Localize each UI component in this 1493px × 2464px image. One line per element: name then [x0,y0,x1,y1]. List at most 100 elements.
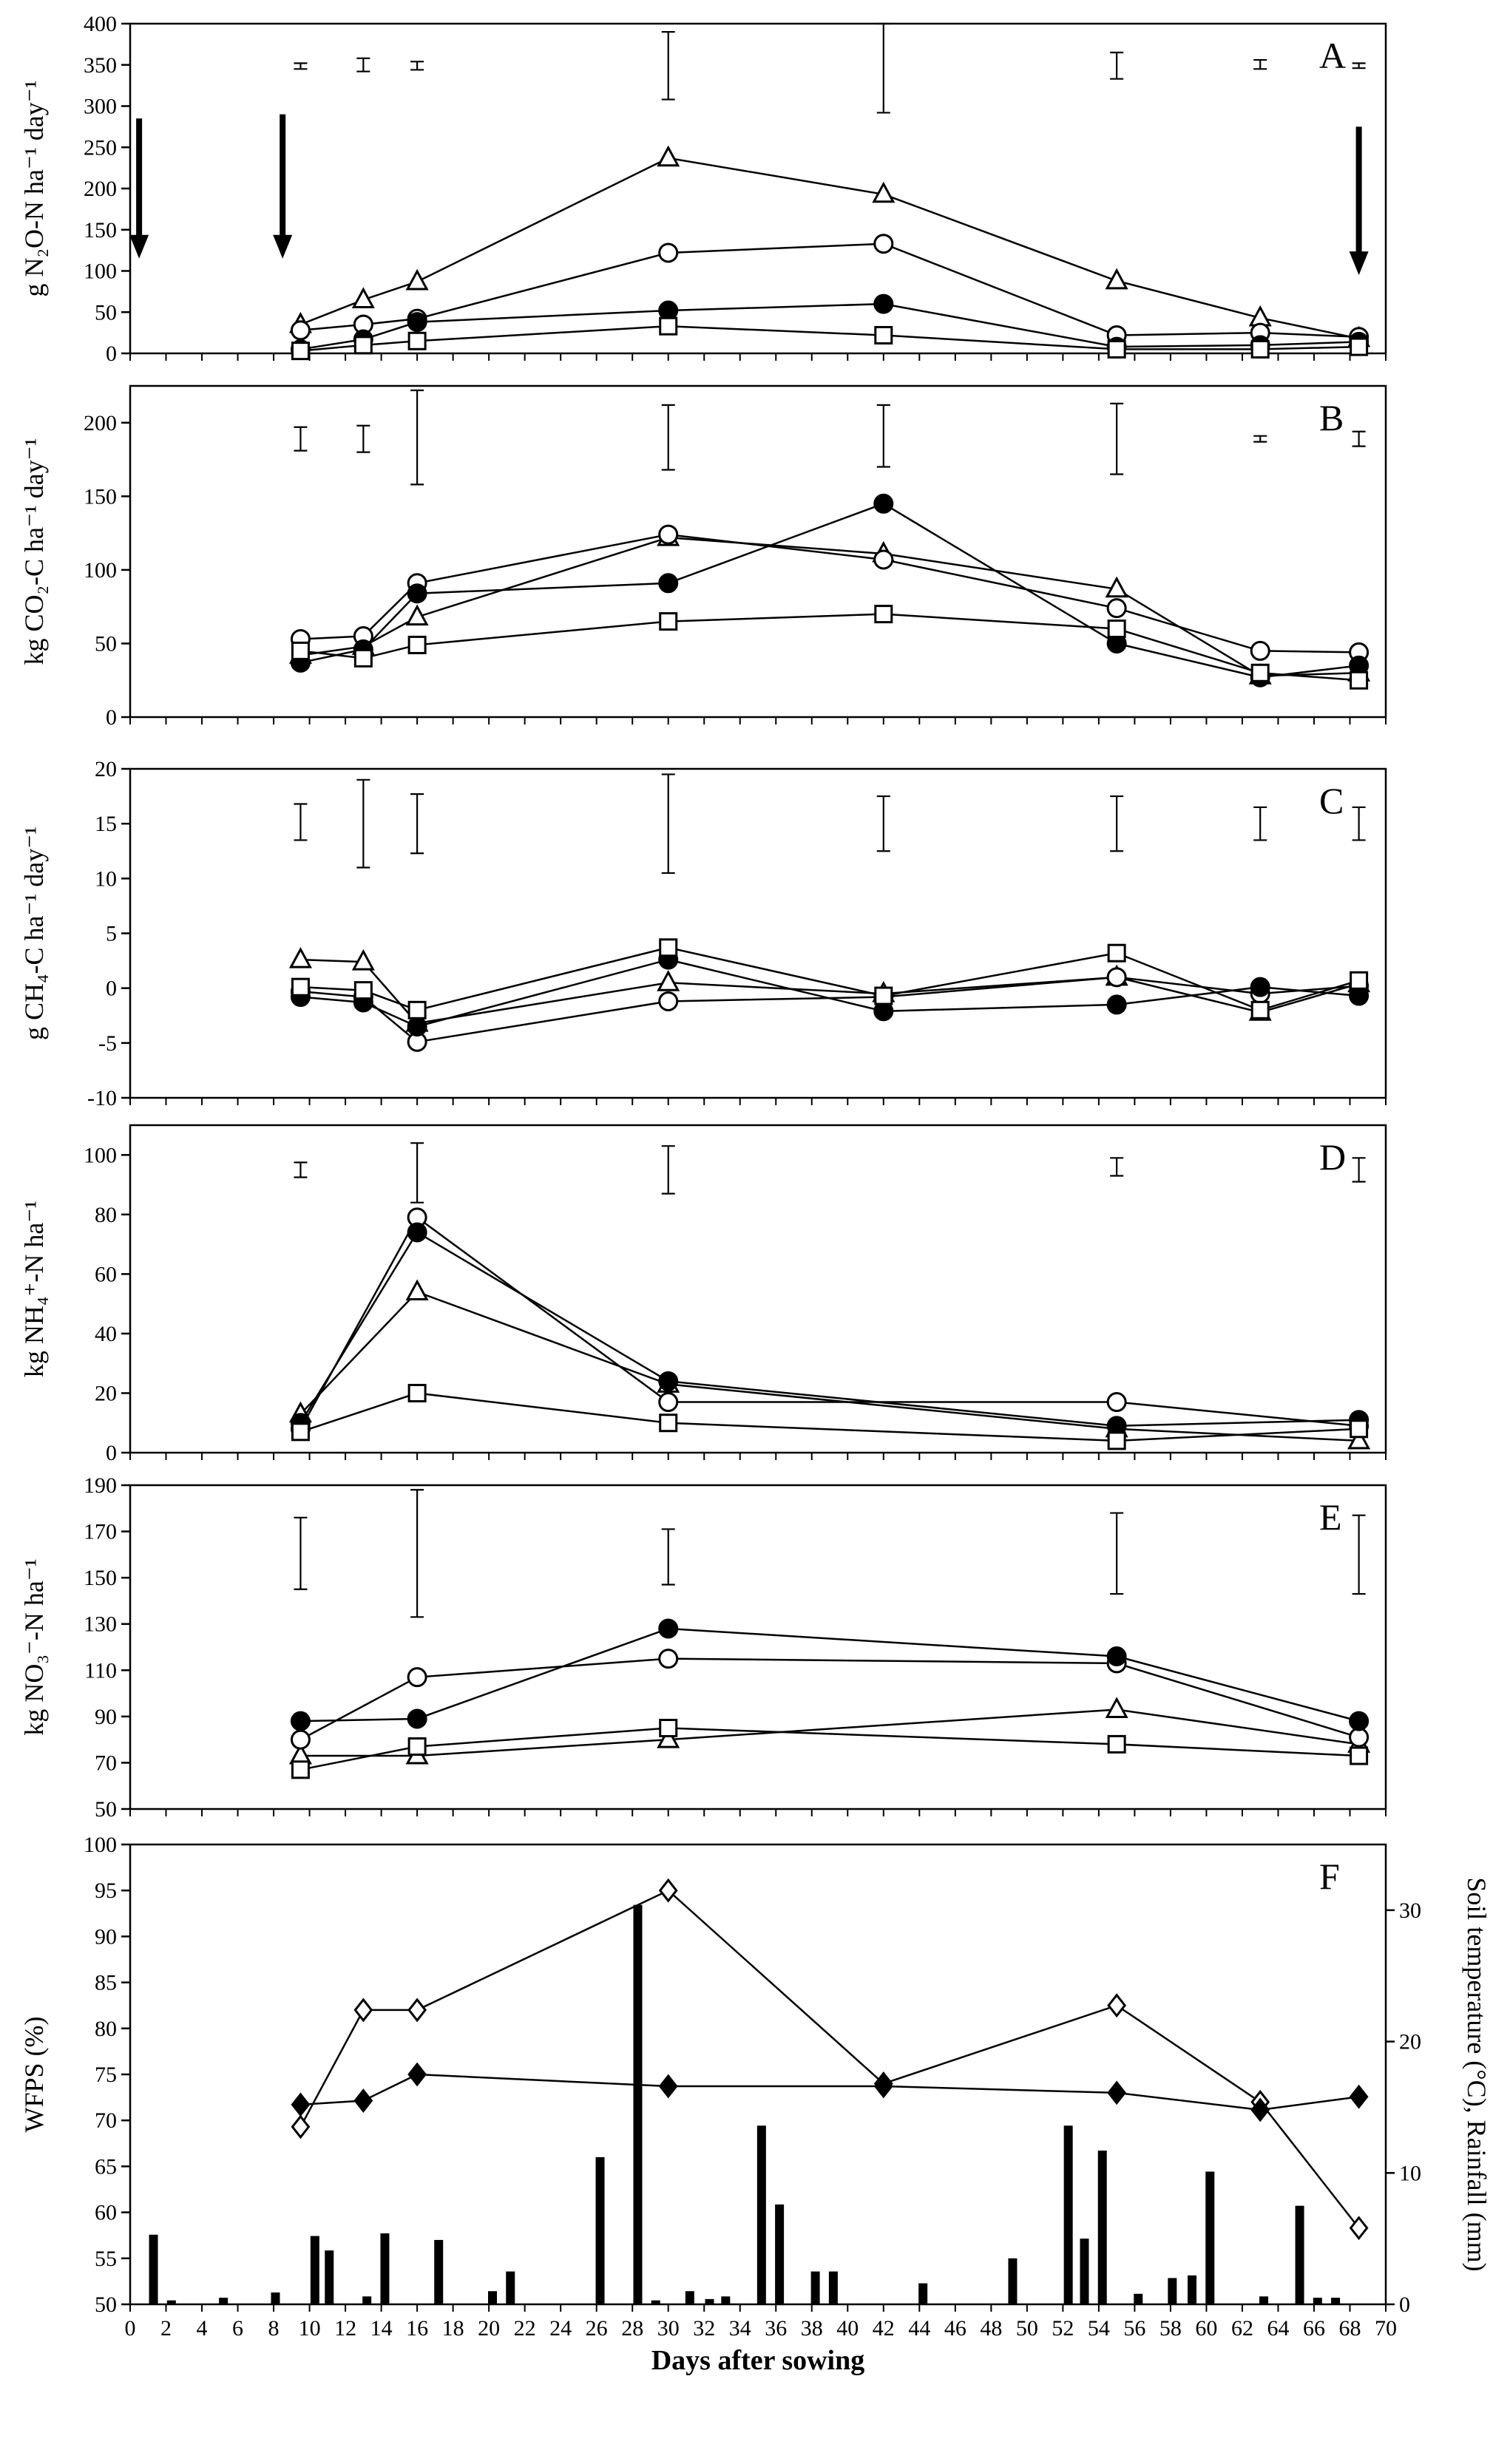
y-axis-label: WFPS (%) [19,2016,49,2132]
data-point-square [1107,620,1126,639]
plot-frame [129,1124,1387,1454]
rainfall-bar [271,2292,280,2304]
x-tick-label: 30 [657,2316,680,2341]
series-line-open-circle [299,1657,1359,1741]
y-tick-label: 0 [106,1441,117,1465]
data-point-filled-circle [658,1618,679,1639]
data-point-wfps [1349,2216,1369,2241]
data-point-soil-temperature [407,2062,427,2087]
arrow-head [129,234,149,259]
data-point-triangle [1105,1697,1128,1718]
x-tick-label: 14 [370,2316,393,2341]
rainfall-bar [810,2271,820,2304]
y-tick-label: 80 [95,2017,117,2041]
rainfall-bar [1168,2278,1177,2304]
rainfall-bar [434,2239,444,2304]
x-tick-label: 18 [442,2316,464,2341]
y2-tick-label: 0 [1399,2292,1410,2317]
rainfall-bar [756,2125,766,2304]
x-tick-label: 44 [908,2316,930,2341]
data-point-filled-circle [658,573,679,594]
data-point-open-circle [290,1729,311,1750]
data-point-filled-circle [1250,977,1270,997]
x-tick-label: 4 [197,2316,208,2341]
x-tick-label: 64 [1267,2316,1289,2341]
rainfall-bar [487,2291,497,2304]
data-point-triangle [1347,1428,1371,1450]
data-point-open-circle [658,1392,679,1413]
data-point-square [874,605,893,624]
y-axis-label: g N₂O-N ha⁻¹ day⁻¹ [19,80,49,296]
panel-label: B [1319,397,1344,438]
rainfall-bar [721,2296,731,2304]
y-tick-label: 10 [95,866,117,891]
rainfall-bar [651,2300,660,2304]
data-point-square [1350,971,1369,990]
data-point-square [291,1760,310,1779]
rainfall-bar [362,2296,372,2304]
y-tick-label: 300 [84,95,117,119]
series-line-square [300,946,1359,1011]
data-point-square [353,981,373,1000]
y-axis-label: kg NO₃⁻-N ha⁻¹ [19,1558,49,1735]
series-line-filled-circle [300,302,1359,350]
data-point-soil-temperature [1250,2097,1270,2122]
rainfall-bar [1259,2296,1269,2304]
x-tick-label: 22 [514,2316,536,2341]
y-tick-label: 100 [84,1833,117,1857]
data-point-open-circle [1106,1392,1127,1413]
y2-tick-label: 30 [1399,1898,1421,1923]
x-tick-label: 36 [765,2316,787,2341]
rainfall-bar [506,2271,515,2304]
data-point-square [874,325,893,345]
x-axis-title: Days after sowing [651,2345,865,2376]
data-point-filled-circle [658,300,679,321]
y-tick-label: -10 [87,1086,117,1110]
rainfall-bar [775,2204,785,2304]
data-point-open-circle [658,524,679,545]
y-tick-label: 110 [84,1658,117,1683]
x-tick-label: 50 [1016,2316,1038,2341]
y-axis-label: kg NH₄⁺-N ha⁻¹ [19,1201,49,1377]
data-point-filled-circle [407,583,427,604]
data-point-soil-temperature [1349,2084,1369,2109]
y-tick-label: 150 [84,218,117,242]
data-point-square [1107,1431,1126,1450]
rainfall-bar [310,2236,319,2304]
series-line-soil-temperature [300,2073,1359,2111]
series-line-triangle [300,536,1359,677]
x-tick-label: 54 [1088,2316,1110,2341]
data-point-square [1107,1734,1126,1754]
rainfall-bar [166,2300,176,2304]
data-point-square [1107,339,1126,359]
rainfall-bar [1295,2205,1304,2304]
rainfall-bar [380,2233,390,2304]
y-tick-label: 90 [95,1924,117,1949]
series-line-wfps [299,1889,1360,2229]
y-tick-label: 40 [95,1322,117,1346]
data-point-square [407,635,427,654]
data-point-triangle [657,970,680,991]
rainfall-bar [1063,2125,1073,2304]
y-tick-label: 70 [95,1751,117,1775]
data-point-triangle [1105,576,1128,598]
y-tick-label: 15 [95,812,117,836]
rainfall-bar [633,1904,643,2304]
x-tick-label: 70 [1375,2316,1397,2341]
rainfall-bar [1008,2258,1018,2304]
arrow-head [273,234,293,259]
y-axis-label: kg CO₂-C ha⁻¹ day⁻¹ [19,438,49,665]
y-tick-label: 100 [84,259,117,284]
data-point-filled-circle [873,293,894,314]
y-tick-label: 100 [84,558,117,583]
data-point-square [407,331,427,350]
data-point-triangle [288,946,312,968]
y-tick-label: 50 [95,1797,117,1822]
data-point-wfps [407,1998,427,2023]
rainfall-bar [1080,2239,1089,2304]
rainfall-bar [1313,2298,1322,2304]
rainfall-bar [705,2298,714,2304]
x-tick-label: 2 [160,2316,172,2341]
data-point-square [1350,671,1369,690]
rainfall-bar [325,2250,334,2304]
